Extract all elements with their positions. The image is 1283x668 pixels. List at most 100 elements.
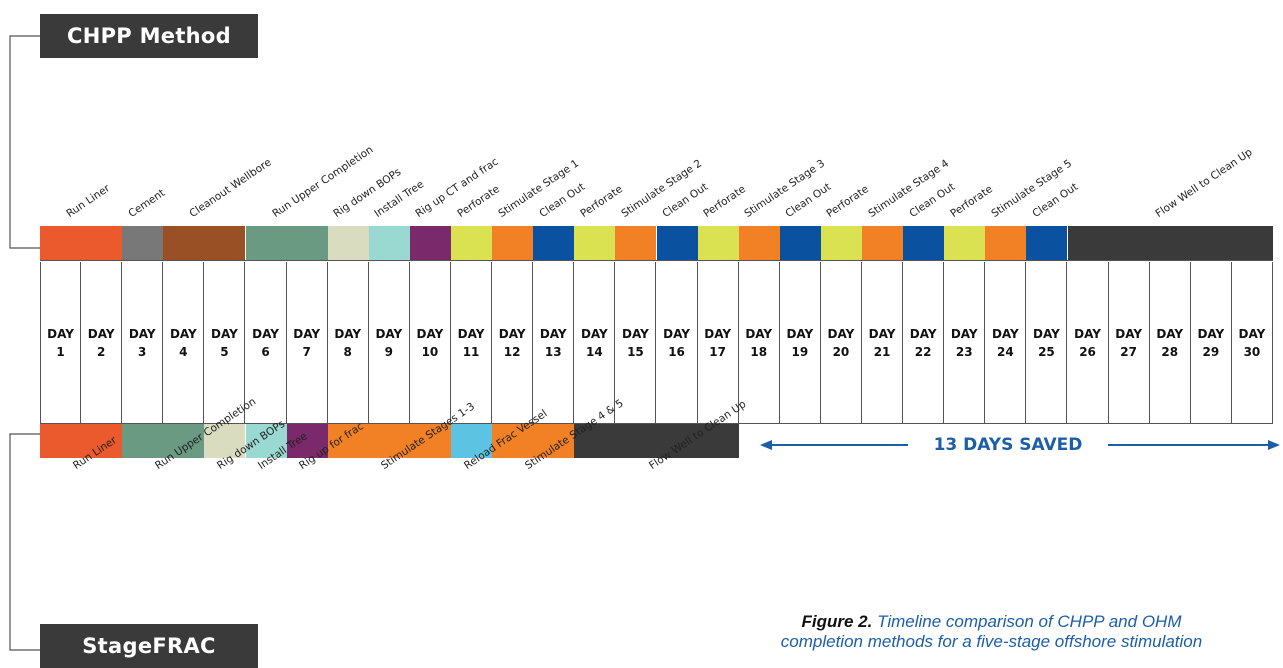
day-label: DAY 16 [663, 327, 690, 359]
stagefrac-segment [327, 424, 451, 458]
day-cell: DAY 24 [985, 262, 1027, 424]
day-label: DAY 21 [868, 327, 896, 359]
chpp-segment [122, 226, 164, 260]
chpp-segment [451, 226, 493, 260]
chpp-segment [492, 226, 534, 260]
day-cell: DAY 10 [410, 262, 451, 424]
stagefrac-segment [286, 424, 328, 458]
day-label: DAY 29 [1197, 327, 1225, 359]
day-label: DAY 18 [745, 327, 773, 359]
day-cell: DAY 17 [698, 262, 739, 424]
day-cell: DAY 3 [122, 262, 164, 424]
day-label: DAY 30 [1238, 327, 1266, 359]
chpp-segment [368, 226, 410, 260]
stagefrac-segment [40, 424, 123, 458]
day-label: DAY 8 [334, 327, 362, 359]
day-cell: DAY 1 [40, 262, 82, 424]
chpp-segment [944, 226, 986, 260]
chpp-segment [1026, 226, 1068, 260]
caption-line-1: Timeline comparison of CHPP and OHM [877, 612, 1182, 631]
day-label: DAY 1 [47, 327, 74, 359]
chpp-segment [985, 226, 1027, 260]
chpp-segment [656, 226, 698, 260]
day-label: DAY 27 [1115, 327, 1143, 359]
day-label: DAY 26 [1074, 327, 1101, 359]
day-label: DAY 15 [622, 327, 649, 359]
days-saved-label: 13 DAYS SAVED [908, 432, 1108, 458]
chpp-segment [903, 226, 945, 260]
chpp-segment [779, 226, 821, 260]
day-label: DAY 28 [1156, 327, 1184, 359]
day-cell: DAY 16 [657, 262, 698, 424]
day-cell: DAY 5 [204, 262, 246, 424]
day-cell: DAY 14 [574, 262, 616, 424]
chpp-segment [327, 226, 369, 260]
day-cell: DAY 6 [246, 262, 287, 424]
day-cell: DAY 8 [328, 262, 369, 424]
stagefrac-segment [245, 424, 287, 458]
day-label: DAY 5 [211, 327, 238, 359]
day-label: DAY 12 [498, 327, 526, 359]
day-cell: DAY 29 [1191, 262, 1232, 424]
day-cell: DAY 30 [1232, 262, 1273, 424]
chpp-segment [820, 226, 862, 260]
day-cell: DAY 28 [1150, 262, 1191, 424]
chpp-segment [245, 226, 328, 260]
day-label: DAY 23 [950, 327, 978, 359]
day-cell: DAY 13 [533, 262, 575, 424]
day-label: DAY 25 [1033, 327, 1060, 359]
day-label: DAY 4 [169, 327, 197, 359]
day-cell: DAY 11 [451, 262, 493, 424]
day-cell: DAY 15 [615, 262, 657, 424]
day-cell: DAY 26 [1068, 262, 1109, 424]
chpp-segment [1067, 226, 1273, 260]
day-label: DAY 9 [375, 327, 403, 359]
day-cell: DAY 9 [369, 262, 410, 424]
chpp-segment [40, 226, 123, 260]
day-label: DAY 19 [786, 327, 814, 359]
chpp-segment [163, 226, 246, 260]
stagefrac-segment [451, 424, 493, 458]
day-cell: DAY 7 [287, 262, 328, 424]
day-cell: DAY 4 [163, 262, 205, 424]
caption-line-2: completion methods for a five-stage offs… [780, 632, 1203, 651]
day-cell: DAY 22 [903, 262, 945, 424]
stagefrac-badge: StageFRAC [40, 624, 258, 668]
chpp-segment [574, 226, 616, 260]
day-cell: DAY 23 [944, 262, 986, 424]
day-cell: DAY 21 [862, 262, 904, 424]
stagefrac-segment [204, 424, 246, 458]
chpp-segment [697, 226, 739, 260]
chpp-segment [738, 226, 780, 260]
day-label: DAY 22 [909, 327, 937, 359]
chpp-segment [862, 226, 904, 260]
day-label: DAY 11 [457, 327, 485, 359]
stagefrac-segment [574, 424, 739, 458]
day-label: DAY 2 [87, 327, 115, 359]
stagefrac-segment [492, 424, 575, 458]
day-label: DAY 24 [991, 327, 1019, 359]
day-label: DAY 13 [539, 327, 567, 359]
day-cell: DAY 20 [821, 262, 862, 424]
day-cell: DAY 18 [739, 262, 780, 424]
day-cell: DAY 2 [81, 262, 123, 424]
day-grid-frame [40, 260, 1273, 424]
day-cell: DAY 25 [1026, 262, 1068, 424]
chpp-segment [615, 226, 657, 260]
chpp-segment [533, 226, 575, 260]
stagefrac-title: StageFRAC [82, 634, 216, 658]
chpp-method-badge: CHPP Method [40, 14, 258, 58]
figure-caption: Figure 2. Timeline comparison of CHPP an… [700, 612, 1283, 652]
day-label: DAY 7 [293, 327, 321, 359]
chpp-method-title: CHPP Method [67, 24, 231, 48]
day-cell: DAY 12 [492, 262, 534, 424]
chpp-segment [409, 226, 451, 260]
day-label: DAY 10 [416, 327, 444, 359]
day-cell: DAY 19 [780, 262, 821, 424]
day-label: DAY 3 [128, 327, 156, 359]
day-label: DAY 20 [827, 327, 855, 359]
day-label: DAY 17 [704, 327, 732, 359]
day-label: DAY 14 [580, 327, 608, 359]
stagefrac-segment [122, 424, 205, 458]
